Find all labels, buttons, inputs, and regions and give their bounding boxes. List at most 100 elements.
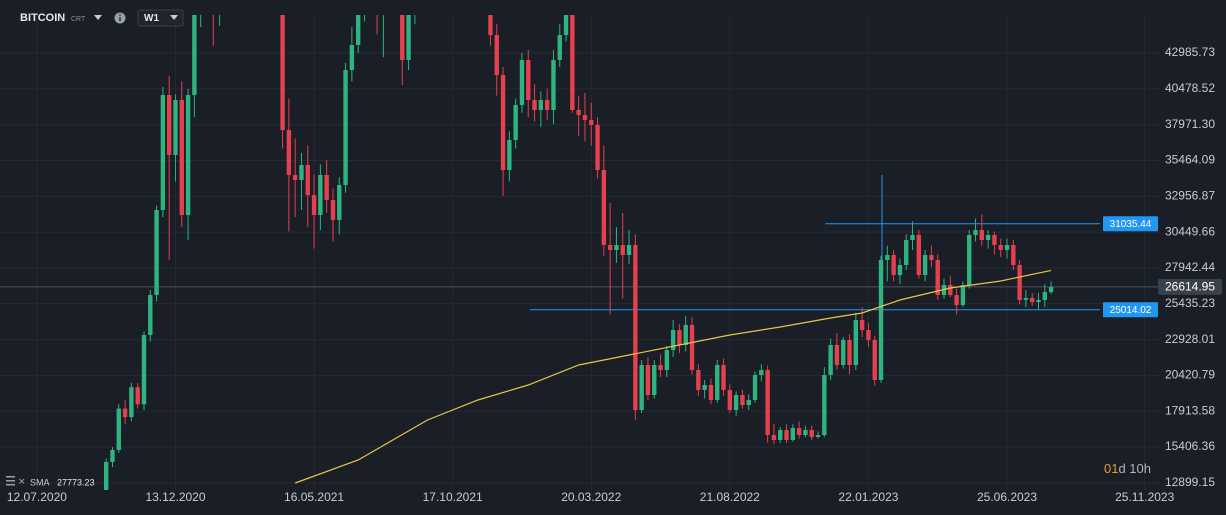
candle-body xyxy=(349,45,355,70)
level-label: 31035.44 xyxy=(1110,219,1152,230)
candle-body xyxy=(992,235,997,245)
candle-body xyxy=(141,335,147,405)
candle-body xyxy=(607,245,613,250)
candle-body xyxy=(759,370,764,375)
candle-body xyxy=(626,245,632,255)
candle-body xyxy=(601,170,607,245)
legend-icon[interactable] xyxy=(6,476,15,478)
candle-body xyxy=(318,175,323,215)
x-tick-label: 25.11.2023 xyxy=(1115,490,1174,504)
x-tick-label: 21.08.2022 xyxy=(700,490,760,504)
candle-body xyxy=(733,395,739,410)
candle-body xyxy=(192,15,197,96)
candle-body xyxy=(922,255,928,275)
candle-body xyxy=(330,200,336,220)
candle-body xyxy=(803,430,808,435)
y-tick-label: 20420.79 xyxy=(1165,368,1215,382)
candle-body xyxy=(519,60,525,105)
timeframe-dropdown xyxy=(170,15,178,20)
candle-body xyxy=(639,365,644,410)
candle-body xyxy=(872,340,877,380)
candle-body xyxy=(154,210,159,295)
legend-icon xyxy=(6,484,15,486)
candle-body xyxy=(544,100,550,110)
candle-body xyxy=(664,350,670,370)
candle-body xyxy=(1036,300,1041,302)
candle-body xyxy=(948,285,953,295)
candle-body xyxy=(834,345,840,365)
candle-body xyxy=(311,195,317,215)
candle-body xyxy=(828,345,833,375)
candle-body xyxy=(122,408,128,418)
y-tick-label: 42985.73 xyxy=(1165,45,1215,59)
legend-icon xyxy=(6,480,15,482)
sma-value: 27773.23 xyxy=(57,477,95,487)
candle-body xyxy=(538,100,544,110)
candle-body xyxy=(702,385,707,390)
x-tick-label: 25.06.2023 xyxy=(977,490,1037,504)
x-tick-label: 13.12.2020 xyxy=(145,490,205,504)
countdown-rest: d 10h xyxy=(1118,461,1151,476)
candle-body xyxy=(488,15,493,36)
candle-body xyxy=(979,230,985,240)
level-label-box xyxy=(1103,302,1158,318)
grid xyxy=(0,15,1160,490)
candle-body xyxy=(916,235,922,275)
candle-body xyxy=(135,387,140,405)
candle-body xyxy=(910,235,915,240)
candle-body xyxy=(355,15,361,45)
symbol-dropdown[interactable] xyxy=(94,15,102,20)
candle-body xyxy=(563,15,569,35)
candle-body xyxy=(148,295,153,335)
candle-body xyxy=(570,15,575,110)
candle-body xyxy=(494,35,499,75)
x-tick-label: 17.10.2021 xyxy=(423,490,483,504)
x-tick-label: 12.07.2020 xyxy=(7,490,67,504)
info-icon-glyph xyxy=(119,14,121,16)
level-label: 25014.02 xyxy=(1110,305,1152,316)
y-tick-label: 17913.58 xyxy=(1165,403,1215,417)
candle-body xyxy=(513,105,518,140)
candle-body xyxy=(103,462,109,490)
candle-body xyxy=(815,435,821,437)
candle-body xyxy=(179,100,184,215)
candle-body xyxy=(784,430,789,440)
candle-body xyxy=(1042,292,1048,300)
candle-body xyxy=(589,120,594,125)
candle-body xyxy=(280,15,285,131)
candle-body xyxy=(343,70,348,185)
level-label-box xyxy=(1103,216,1158,232)
candle-body xyxy=(935,260,940,295)
candle-body xyxy=(765,370,770,435)
candle-body xyxy=(116,408,121,450)
candle-body xyxy=(891,255,896,275)
candle-body xyxy=(1030,298,1035,302)
candle-body xyxy=(633,245,638,410)
y-tick-label: 32956.87 xyxy=(1165,189,1215,203)
candle-body xyxy=(967,235,972,285)
candle-body xyxy=(160,95,166,210)
candle-body xyxy=(292,175,298,180)
legend-close[interactable]: ✕ xyxy=(18,476,26,486)
candle-body xyxy=(822,375,827,435)
candle-body xyxy=(885,255,890,260)
candle-body xyxy=(727,390,733,410)
candle-body xyxy=(614,245,619,250)
candle-body xyxy=(507,140,512,170)
candle-body xyxy=(400,15,405,60)
y-tick-label: 22928.01 xyxy=(1165,332,1215,346)
timeframe-select[interactable] xyxy=(137,9,184,27)
overlay: 31035.44 25014.02 26614.95 xyxy=(1103,216,1222,318)
sma-name: SMA xyxy=(30,477,50,487)
candle-body xyxy=(998,245,1003,250)
candle-body xyxy=(708,385,714,400)
candle-body xyxy=(620,245,625,255)
candle-body xyxy=(658,365,663,370)
y-tick-label: 40478.52 xyxy=(1165,81,1215,95)
candle-body xyxy=(299,165,304,180)
y-tick-label: 30449.66 xyxy=(1165,224,1215,238)
candle-body xyxy=(796,428,802,435)
